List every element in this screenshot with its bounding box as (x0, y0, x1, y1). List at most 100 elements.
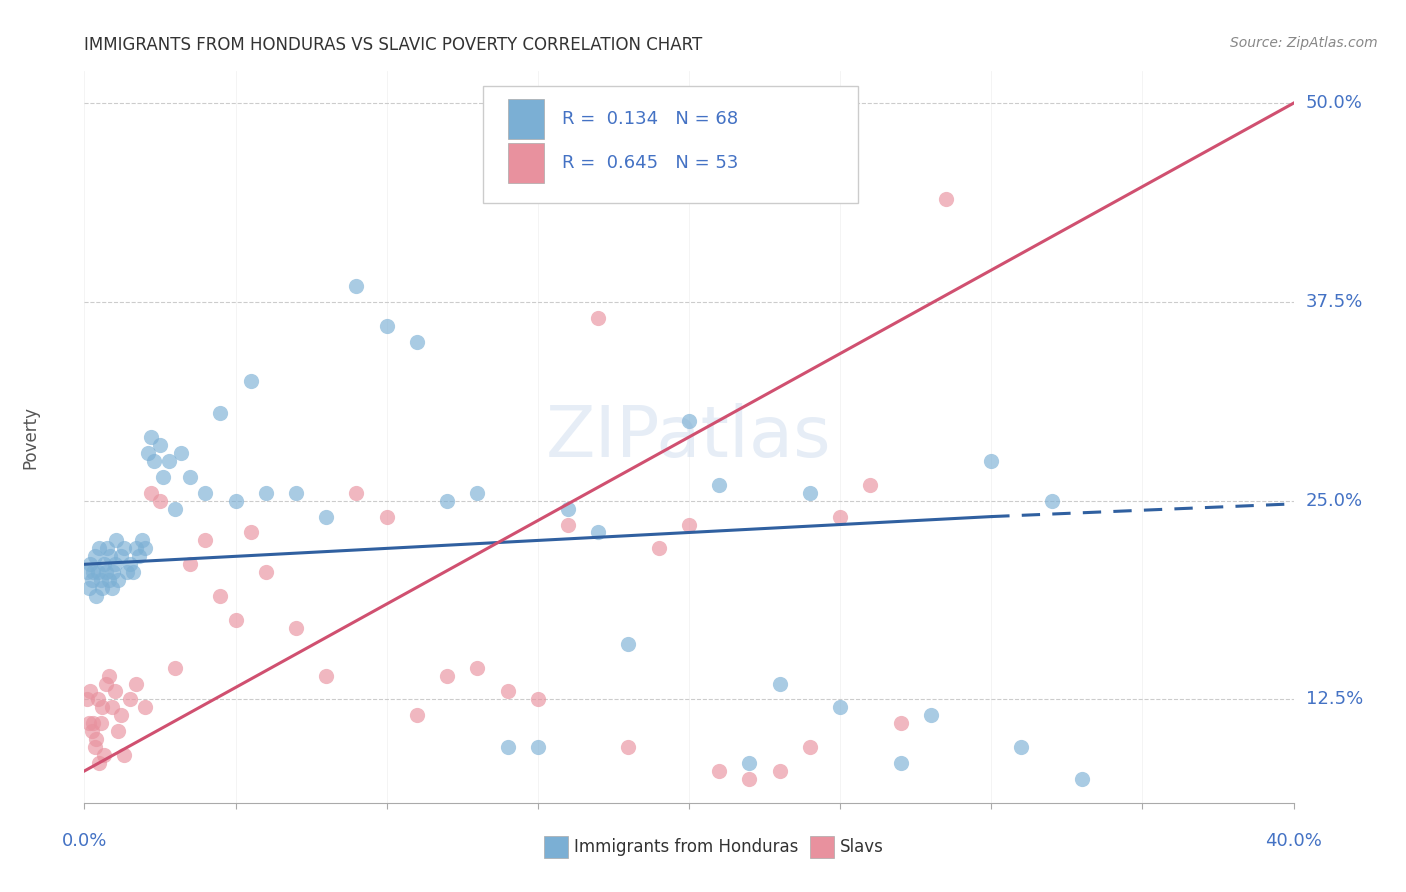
Point (149, 438, 172, 452)
Point (107, 573, 129, 587)
Text: Immigrants from Honduras: Immigrants from Honduras (574, 838, 799, 855)
Point (89, 756, 111, 770)
Point (254, 485, 277, 500)
Point (118, 558, 141, 572)
Text: R =  0.134   N = 68: R = 0.134 N = 68 (562, 110, 738, 128)
Point (170, 446, 193, 460)
Point (709, 764, 731, 778)
Point (128, 549, 150, 564)
Point (79, 684, 101, 698)
Point (1010, 740, 1032, 755)
Point (557, 501, 579, 516)
Point (136, 446, 159, 460)
Point (284, 621, 308, 635)
Point (80, 724, 103, 739)
Text: Source: ZipAtlas.com: Source: ZipAtlas.com (1230, 36, 1378, 50)
Point (98, 549, 121, 564)
Point (588, 525, 610, 540)
Point (125, 676, 148, 690)
Point (254, 566, 277, 580)
Point (77, 581, 100, 595)
Point (82, 716, 104, 731)
Point (118, 692, 141, 706)
Point (678, 517, 700, 532)
Point (194, 533, 217, 548)
Text: 0.0%: 0.0% (62, 832, 107, 850)
Point (436, 493, 458, 508)
Text: 37.5%: 37.5% (1306, 293, 1362, 311)
Point (935, 192, 957, 206)
Point (91, 581, 114, 595)
Point (890, 716, 912, 731)
Point (375, 318, 398, 333)
Point (239, 525, 262, 540)
Point (709, 477, 731, 491)
Point (179, 470, 201, 484)
Point (100, 581, 122, 595)
Point (617, 740, 640, 755)
Point (436, 668, 458, 682)
Point (346, 279, 368, 293)
Point (678, 414, 700, 428)
Point (96, 541, 118, 556)
Point (179, 558, 201, 572)
Point (93, 558, 115, 572)
Point (134, 541, 156, 556)
Point (239, 375, 262, 389)
Point (209, 589, 232, 603)
Point (121, 566, 143, 580)
Text: 25.0%: 25.0% (1306, 491, 1362, 509)
FancyBboxPatch shape (544, 836, 568, 858)
Point (617, 637, 640, 651)
Point (82, 566, 104, 580)
Point (115, 566, 138, 580)
Point (76, 566, 98, 580)
Text: 50.0%: 50.0% (1306, 95, 1362, 112)
FancyBboxPatch shape (508, 143, 544, 183)
Point (94, 566, 117, 580)
FancyBboxPatch shape (508, 99, 544, 139)
Point (142, 454, 165, 468)
Point (527, 740, 550, 755)
Point (87, 566, 110, 580)
Point (738, 756, 761, 770)
Point (90, 716, 112, 731)
Point (94, 676, 117, 690)
Point (1040, 493, 1063, 508)
Point (86, 732, 108, 747)
Point (87, 692, 110, 706)
Point (107, 724, 129, 739)
Point (104, 558, 127, 572)
Point (738, 772, 761, 786)
Point (284, 485, 308, 500)
FancyBboxPatch shape (810, 836, 834, 858)
Text: Slavs: Slavs (841, 838, 884, 855)
Point (97, 573, 120, 587)
Point (134, 700, 156, 714)
Point (315, 668, 337, 682)
Point (100, 700, 122, 714)
Point (467, 485, 489, 500)
Point (769, 676, 792, 690)
Point (112, 748, 135, 763)
Point (80, 573, 103, 587)
Point (125, 541, 148, 556)
Point (93, 748, 115, 763)
Point (588, 310, 610, 325)
Point (496, 740, 519, 755)
Point (165, 660, 187, 674)
Point (165, 501, 187, 516)
Text: IMMIGRANTS FROM HONDURAS VS SLAVIC POVERTY CORRELATION CHART: IMMIGRANTS FROM HONDURAS VS SLAVIC POVER… (84, 36, 703, 54)
Point (799, 485, 821, 500)
Point (830, 700, 852, 714)
Point (830, 509, 852, 524)
Point (496, 684, 519, 698)
Point (920, 708, 942, 723)
Point (110, 549, 132, 564)
Point (104, 684, 127, 698)
Point (769, 764, 792, 778)
Point (527, 692, 550, 706)
Point (110, 708, 132, 723)
Point (152, 470, 174, 484)
Point (209, 406, 232, 420)
